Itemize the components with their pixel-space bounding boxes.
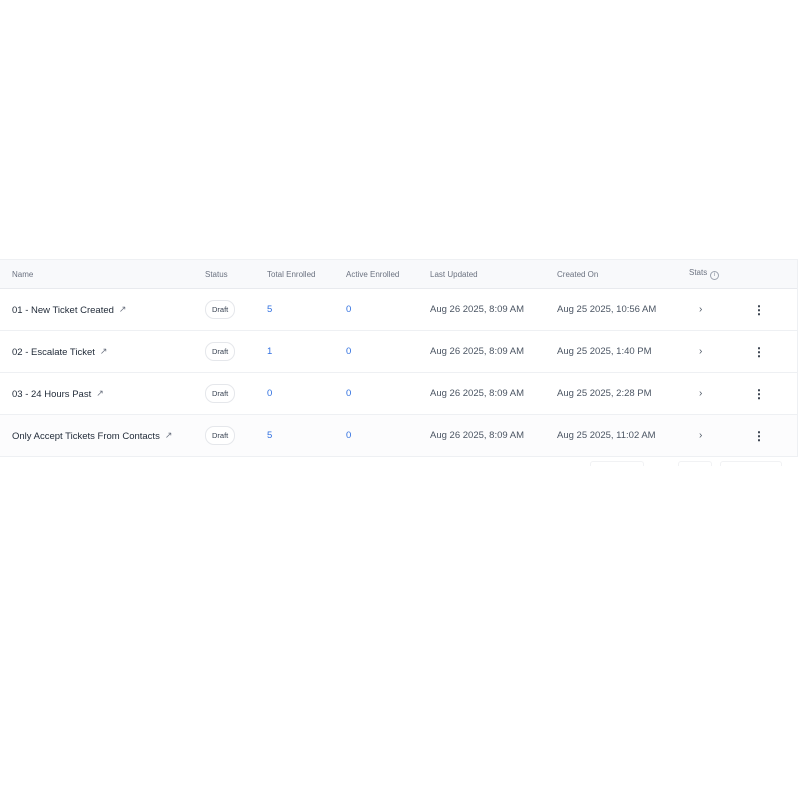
name-cell: 03 - 24 Hours Past ↗ <box>0 388 193 400</box>
header-status[interactable]: Status <box>205 269 228 279</box>
workflows-table: Name Status Total Enrolled Active Enroll… <box>0 259 798 457</box>
last-updated-cell: Aug 26 2025, 8:09 AM <box>430 304 525 315</box>
total-enrolled-cell: 5 <box>255 430 334 441</box>
last-updated-cell: Aug 26 2025, 8:09 AM <box>430 430 525 441</box>
active-enrolled-cell: 0 <box>334 388 418 399</box>
status-cell: Draft <box>193 300 255 319</box>
table-row[interactable]: 01 - New Ticket Created ↗ Draft 5 0 Aug 2… <box>0 289 797 331</box>
created-on-cell: Aug 25 2025, 1:40 PM <box>557 346 652 357</box>
chevron-right-icon[interactable]: › <box>699 388 703 399</box>
workflow-name-link[interactable]: 01 - New Ticket Created <box>12 304 114 316</box>
workflow-name-link[interactable]: 03 - 24 Hours Past <box>12 388 92 400</box>
name-cell: 02 - Escalate Ticket ↗ <box>0 346 193 358</box>
info-icon[interactable]: i <box>710 271 720 280</box>
header-last-updated[interactable]: Last Updated <box>430 269 478 279</box>
active-enrolled-link[interactable]: 0 <box>346 430 352 441</box>
last-updated-cell: Aug 26 2025, 8:09 AM <box>430 346 525 357</box>
table-row[interactable]: 02 - Escalate Ticket ↗ Draft 1 0 Aug 26 2… <box>0 331 797 373</box>
created-on-cell: Aug 25 2025, 11:02 AM <box>557 430 656 441</box>
header-active-enrolled[interactable]: Active Enrolled <box>346 269 400 279</box>
total-enrolled-cell: 5 <box>255 304 334 315</box>
created-on-cell: Aug 25 2025, 2:28 PM <box>557 388 652 399</box>
last-updated-cell: Aug 26 2025, 8:09 AM <box>430 388 525 399</box>
external-link-icon[interactable]: ↗ <box>99 345 108 356</box>
chevron-right-icon[interactable]: › <box>699 346 703 357</box>
status-badge: Draft <box>205 426 236 445</box>
created-on-cell: Aug 25 2025, 10:56 AM <box>557 304 657 315</box>
total-enrolled-link[interactable]: 5 <box>267 430 273 441</box>
external-link-icon[interactable]: ↗ <box>118 303 127 314</box>
chevron-right-icon[interactable]: › <box>699 304 703 315</box>
active-enrolled-cell: 0 <box>334 346 418 357</box>
status-badge: Draft <box>205 384 236 403</box>
header-stats-label: Stats <box>689 268 708 277</box>
status-cell: Draft <box>193 342 255 361</box>
total-enrolled-link[interactable]: 1 <box>267 346 273 357</box>
header-total-enrolled[interactable]: Total Enrolled <box>267 269 316 279</box>
header-stats: Stats i <box>677 268 739 280</box>
pagination-control[interactable] <box>720 461 782 466</box>
active-enrolled-cell: 0 <box>334 304 418 315</box>
active-enrolled-link[interactable]: 0 <box>346 388 352 399</box>
pagination-control[interactable] <box>678 461 712 466</box>
header-created-on[interactable]: Created On <box>557 269 599 279</box>
name-cell: Only Accept Tickets From Contacts ↗ <box>0 430 193 442</box>
status-badge: Draft <box>205 300 236 319</box>
status-cell: Draft <box>193 384 255 403</box>
total-enrolled-cell: 1 <box>255 346 334 357</box>
total-enrolled-link[interactable]: 5 <box>267 304 273 315</box>
total-enrolled-cell: 0 <box>255 388 334 399</box>
total-enrolled-link[interactable]: 0 <box>267 388 273 399</box>
chevron-right-icon[interactable]: › <box>699 430 703 441</box>
kebab-menu-icon[interactable]: ⋮ <box>753 386 765 401</box>
workflow-name-link[interactable]: Only Accept Tickets From Contacts <box>12 430 160 442</box>
table-row[interactable]: 03 - 24 Hours Past ↗ Draft 0 0 Aug 26 202… <box>0 373 797 415</box>
external-link-icon[interactable]: ↗ <box>164 429 173 440</box>
kebab-menu-icon[interactable]: ⋮ <box>753 302 765 317</box>
active-enrolled-cell: 0 <box>334 430 418 441</box>
active-enrolled-link[interactable]: 0 <box>346 346 352 357</box>
status-cell: Draft <box>193 426 255 445</box>
header-name[interactable]: Name <box>12 269 34 279</box>
pagination-control[interactable] <box>590 461 644 466</box>
status-badge: Draft <box>205 342 236 361</box>
name-cell: 01 - New Ticket Created ↗ <box>0 304 193 316</box>
kebab-menu-icon[interactable]: ⋮ <box>753 428 765 443</box>
active-enrolled-link[interactable]: 0 <box>346 304 352 315</box>
table-row[interactable]: Only Accept Tickets From Contacts ↗ Draft… <box>0 415 797 457</box>
workflow-name-link[interactable]: 02 - Escalate Ticket <box>12 346 95 358</box>
external-link-icon[interactable]: ↗ <box>96 387 104 398</box>
kebab-menu-icon[interactable]: ⋮ <box>753 344 765 359</box>
table-header: Name Status Total Enrolled Active Enroll… <box>0 260 797 289</box>
